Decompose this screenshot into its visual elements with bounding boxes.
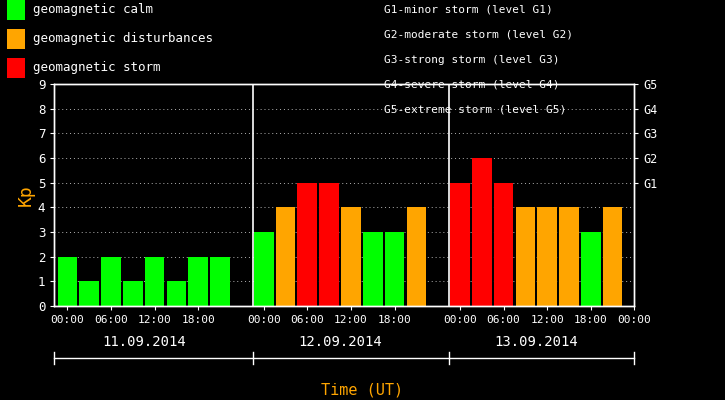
Bar bbox=[80, 281, 99, 306]
Bar bbox=[254, 232, 273, 306]
Bar bbox=[385, 232, 405, 306]
Bar bbox=[276, 207, 295, 306]
Bar bbox=[123, 281, 143, 306]
Text: 11.09.2014: 11.09.2014 bbox=[102, 335, 186, 349]
Bar bbox=[537, 207, 557, 306]
Text: G1-minor storm (level G1): G1-minor storm (level G1) bbox=[384, 5, 553, 15]
Bar bbox=[188, 257, 208, 306]
Y-axis label: Kp: Kp bbox=[17, 184, 35, 206]
Text: G4-severe storm (level G4): G4-severe storm (level G4) bbox=[384, 80, 560, 90]
Bar bbox=[297, 183, 317, 306]
Text: G2-moderate storm (level G2): G2-moderate storm (level G2) bbox=[384, 30, 573, 40]
Bar bbox=[494, 183, 513, 306]
Text: 13.09.2014: 13.09.2014 bbox=[494, 335, 578, 349]
Bar bbox=[210, 257, 230, 306]
Bar bbox=[145, 257, 165, 306]
Text: G5-extreme storm (level G5): G5-extreme storm (level G5) bbox=[384, 104, 566, 114]
Bar bbox=[102, 257, 121, 306]
Bar bbox=[515, 207, 535, 306]
Bar bbox=[167, 281, 186, 306]
Bar bbox=[363, 232, 383, 306]
Bar bbox=[58, 257, 78, 306]
Text: geomagnetic disturbances: geomagnetic disturbances bbox=[33, 32, 212, 45]
Bar bbox=[472, 158, 492, 306]
Text: geomagnetic calm: geomagnetic calm bbox=[33, 4, 153, 16]
Text: geomagnetic storm: geomagnetic storm bbox=[33, 61, 160, 74]
Bar bbox=[407, 207, 426, 306]
Bar bbox=[319, 183, 339, 306]
Bar bbox=[341, 207, 361, 306]
Text: 12.09.2014: 12.09.2014 bbox=[298, 335, 382, 349]
Bar bbox=[581, 232, 600, 306]
Text: G3-strong storm (level G3): G3-strong storm (level G3) bbox=[384, 55, 560, 65]
Bar bbox=[602, 207, 622, 306]
Bar bbox=[559, 207, 579, 306]
Text: Time (UT): Time (UT) bbox=[321, 382, 404, 398]
Bar bbox=[450, 183, 470, 306]
